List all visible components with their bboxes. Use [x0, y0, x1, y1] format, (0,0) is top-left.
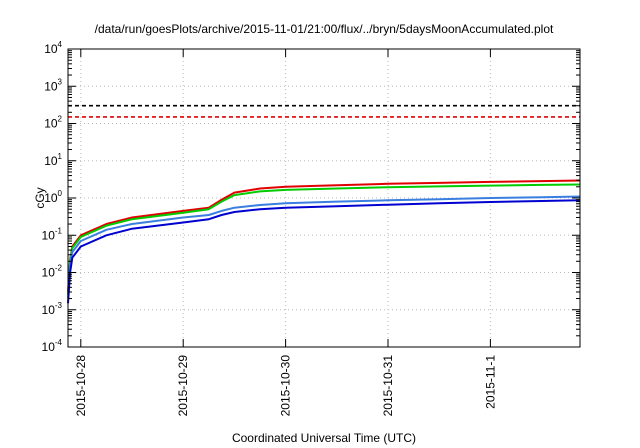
x-axis-ticks: 2015-10-28 2015-10-29 2015-10-30 2015-10-31…	[74, 49, 497, 417]
y-tick-label: 101	[44, 152, 62, 168]
x-tick-label: 2015-10-29	[176, 355, 190, 417]
x-tick-label: 2015-10-30	[279, 355, 293, 417]
y-tick-label: 102	[44, 115, 62, 131]
series-line	[67, 183, 581, 295]
y-tick-label: 10-4	[42, 338, 63, 354]
y-axis-ticks: 10-4 10-3 10-2 10-1 100 101 102 103 104	[42, 40, 580, 354]
reference-lines	[68, 104, 580, 118]
series-line	[67, 199, 581, 304]
y-tick-label: 10-2	[42, 264, 63, 280]
chart-title: /data/run/goesPlots/archive/2015-11-01/2…	[95, 22, 554, 36]
series-group	[67, 179, 581, 304]
x-axis-label: Coordinated Universal Time (UTC)	[232, 431, 416, 445]
x-tick-label: 2015-10-31	[381, 355, 395, 417]
y-tick-label: 103	[44, 77, 62, 93]
y-axis-label: cGy	[33, 187, 47, 208]
x-tick-label: 2015-10-28	[74, 355, 88, 417]
y-tick-label: 10-1	[42, 226, 63, 242]
x-tick-label: 2015-11-1	[483, 355, 497, 409]
series-line	[67, 195, 581, 299]
y-tick-label: 100	[44, 189, 62, 205]
y-tick-label: 10-3	[42, 301, 63, 317]
series-line	[67, 179, 581, 293]
y-tick-label: 104	[44, 40, 62, 56]
